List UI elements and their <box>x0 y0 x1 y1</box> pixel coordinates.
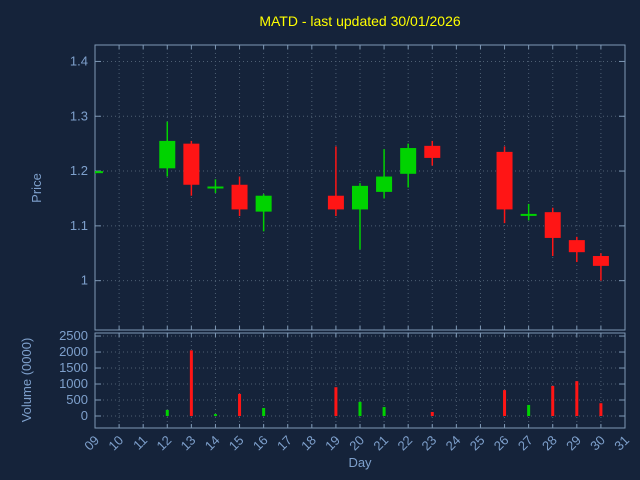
chart-title: MATD - last updated 30/01/2026 <box>259 13 461 29</box>
volume-tick-label: 2500 <box>59 328 88 343</box>
price-tick-label: 1 <box>81 273 88 288</box>
x-tick-label: 09 <box>81 433 102 454</box>
candle-body <box>352 185 368 210</box>
x-tick-label: 16 <box>250 433 271 454</box>
volume-tick-label: 1500 <box>59 360 88 375</box>
x-tick-label: 28 <box>539 433 560 454</box>
volume-tick-label: 2000 <box>59 344 88 359</box>
candle-body <box>183 143 200 185</box>
x-tick-label: 21 <box>370 433 391 454</box>
x-tick-label: 24 <box>443 433 464 454</box>
volume-bars <box>165 350 603 417</box>
x-axis-label: Day <box>348 455 372 470</box>
x-tick-label: 31 <box>611 433 632 454</box>
x-tick-label: 13 <box>178 433 199 454</box>
candle-body <box>231 184 248 210</box>
x-tick-label: 17 <box>274 433 295 454</box>
x-tick-label: 15 <box>226 433 247 454</box>
candle-body <box>520 213 537 216</box>
candle-body <box>568 240 585 253</box>
volume-tick-label: 0 <box>81 408 88 423</box>
x-tick-label: 25 <box>467 433 488 454</box>
candle-body <box>424 145 441 158</box>
volume-tick-label: 500 <box>66 392 88 407</box>
candle-body <box>95 171 103 174</box>
price-tick-label: 1.1 <box>70 218 88 233</box>
volume-tick-label: 1000 <box>59 376 88 391</box>
price-tick-label: 1.3 <box>70 108 88 123</box>
x-tick-label: 26 <box>491 433 512 454</box>
candle-body <box>400 148 417 174</box>
candles <box>95 121 609 281</box>
x-tick-label: 14 <box>202 433 223 454</box>
candle-body <box>544 212 561 238</box>
x-tick-label: 22 <box>394 433 415 454</box>
candle-body <box>255 195 272 212</box>
candle-body <box>592 256 609 266</box>
x-tick-label: 11 <box>130 433 150 453</box>
price-tick-label: 1.4 <box>70 53 88 68</box>
price-tick-label: 1.2 <box>70 163 88 178</box>
candle-body <box>496 151 513 210</box>
x-tick-label: 20 <box>346 433 367 454</box>
x-tick-label: 29 <box>563 433 584 454</box>
x-tick-label: 27 <box>515 433 536 454</box>
candle-body <box>207 186 224 189</box>
tick-marks <box>94 45 626 428</box>
x-tick-label: 10 <box>105 433 126 454</box>
x-tick-label: 23 <box>419 433 440 454</box>
candle-body <box>159 140 176 169</box>
x-tick-label: 19 <box>322 433 343 454</box>
candle-body <box>327 195 344 210</box>
x-tick-label: 12 <box>154 433 175 454</box>
x-tick-label: 18 <box>298 433 319 454</box>
x-tick-label: 30 <box>587 433 608 454</box>
candle-body <box>376 176 393 192</box>
